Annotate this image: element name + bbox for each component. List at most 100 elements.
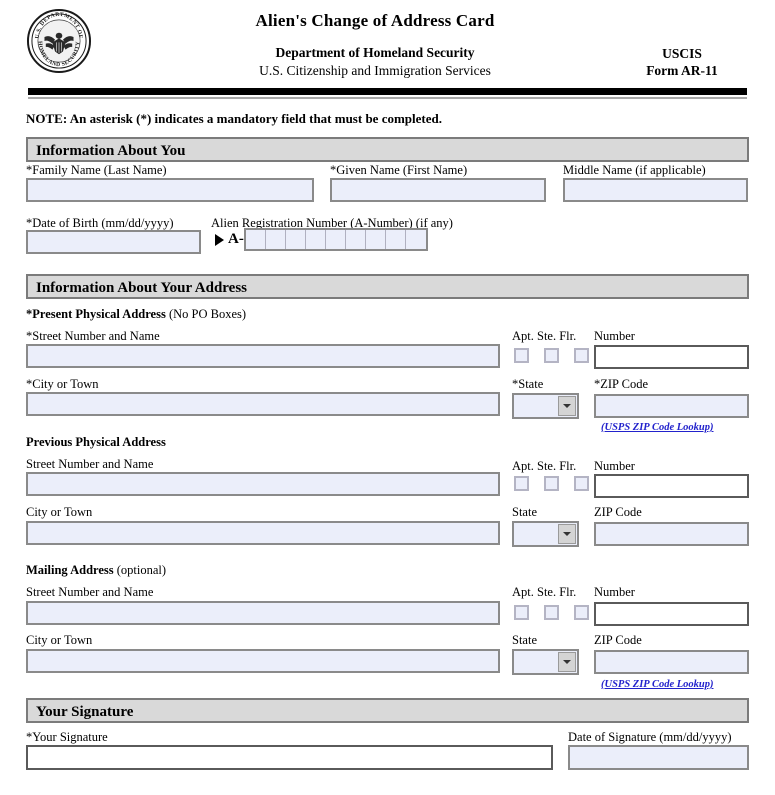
mailing-number-input[interactable]	[594, 602, 749, 626]
date-of-birth-input[interactable]	[26, 230, 201, 254]
mailing-aptstefrl-label: Apt. Ste. Flr.	[512, 585, 577, 599]
family-name-input[interactable]	[26, 178, 314, 202]
a-number-group: A-	[215, 228, 428, 251]
middle-name-label: Middle Name (if applicable)	[563, 163, 706, 177]
previous-city-input[interactable]	[26, 521, 500, 545]
previous-street-label: Street Number and Name	[26, 457, 154, 471]
mailing-street-input[interactable]	[26, 601, 500, 625]
present-address-heading: *Present Physical Address (No PO Boxes)	[26, 307, 246, 322]
previous-flr-checkbox[interactable]	[574, 476, 589, 491]
present-number-label: Number	[594, 329, 635, 343]
mailing-city-input[interactable]	[26, 649, 500, 673]
mailing-flr-checkbox[interactable]	[574, 605, 589, 620]
previous-apt-checkbox[interactable]	[514, 476, 529, 491]
section-header-signature: Your Signature	[26, 698, 749, 723]
mailing-state-select[interactable]	[512, 649, 579, 675]
agency-name: U.S. Citizenship and Immigration Service…	[259, 63, 491, 78]
previous-street-input[interactable]	[26, 472, 500, 496]
a-number-cell[interactable]	[326, 230, 346, 249]
a-number-input[interactable]	[243, 228, 428, 251]
a-number-cell[interactable]	[306, 230, 326, 249]
present-flr-checkbox[interactable]	[574, 348, 589, 363]
a-number-cell[interactable]	[406, 230, 426, 249]
mailing-aptstefrl-checkboxes	[514, 605, 589, 625]
mailing-address-heading: Mailing Address (optional)	[26, 563, 166, 578]
present-state-select[interactable]	[512, 393, 579, 419]
given-name-input[interactable]	[330, 178, 546, 202]
a-number-cell[interactable]	[246, 230, 266, 249]
a-number-cell[interactable]	[386, 230, 406, 249]
present-street-input[interactable]	[26, 344, 500, 368]
department-name: Department of Homeland Security	[275, 45, 475, 60]
present-zip-label: *ZIP Code	[594, 377, 649, 391]
form-identifier: USCIS Form AR-11	[617, 45, 747, 79]
middle-name-input[interactable]	[563, 178, 748, 202]
a-number-prefix: A-	[228, 231, 244, 247]
mailing-state-label: State	[512, 633, 537, 647]
present-zip-lookup-link[interactable]: (USPS ZIP Code Lookup)	[601, 422, 714, 433]
previous-zip-label: ZIP Code	[594, 505, 642, 519]
present-number-input[interactable]	[594, 345, 749, 369]
signature-date-input[interactable]	[568, 745, 749, 770]
present-aptstefrl-label: Apt. Ste. Flr.	[512, 329, 577, 343]
mailing-zip-label: ZIP Code	[594, 633, 642, 647]
previous-aptstefrl-checkboxes	[514, 476, 589, 496]
chevron-down-icon[interactable]	[558, 524, 576, 544]
previous-zip-input[interactable]	[594, 522, 749, 546]
previous-address-heading-bold: Previous Physical Address	[26, 435, 166, 449]
mailing-city-label: City or Town	[26, 633, 93, 647]
mailing-address-heading-note: (optional)	[113, 563, 167, 577]
signature-label: *Your Signature	[26, 730, 108, 744]
mailing-zip-input[interactable]	[594, 650, 749, 674]
previous-ste-checkbox[interactable]	[544, 476, 559, 491]
present-city-label: *City or Town	[26, 377, 99, 391]
present-aptstefrl-checkboxes	[514, 348, 589, 368]
a-number-cell[interactable]	[266, 230, 286, 249]
present-city-input[interactable]	[26, 392, 500, 416]
present-zip-input[interactable]	[594, 394, 749, 418]
mailing-ste-checkbox[interactable]	[544, 605, 559, 620]
a-number-label: Alien Registration Number (A-Number) (if…	[211, 216, 453, 230]
header-rule-thick	[28, 88, 747, 95]
present-ste-checkbox[interactable]	[544, 348, 559, 363]
signature-date-label: Date of Signature (mm/dd/yyyy)	[568, 730, 732, 744]
mailing-address-heading-bold: Mailing Address	[26, 563, 114, 577]
header-titles: Alien's Change of Address Card Departmen…	[150, 10, 600, 79]
mailing-apt-checkbox[interactable]	[514, 605, 529, 620]
a-number-cell[interactable]	[366, 230, 386, 249]
form-header: U.S. DEPARTMENT OF HOMELAND SECURITY	[0, 0, 775, 88]
mandatory-field-note: NOTE: An asterisk (*) indicates a mandat…	[26, 111, 442, 126]
header-rule-thin	[28, 97, 747, 99]
a-number-cell[interactable]	[286, 230, 306, 249]
family-name-label: *Family Name (Last Name)	[26, 163, 167, 177]
section-header-about-address: Information About Your Address	[26, 274, 749, 299]
page-title: Alien's Change of Address Card	[255, 11, 495, 30]
signature-input[interactable]	[26, 745, 553, 770]
present-address-heading-note: (No PO Boxes)	[165, 307, 247, 321]
mailing-zip-lookup-link[interactable]: (USPS ZIP Code Lookup)	[601, 679, 714, 690]
present-address-heading-bold: *Present Physical Address	[26, 307, 166, 321]
previous-state-label: State	[512, 505, 537, 519]
previous-city-label: City or Town	[26, 505, 93, 519]
dhs-seal-icon: U.S. DEPARTMENT OF HOMELAND SECURITY	[26, 8, 92, 74]
present-apt-checkbox[interactable]	[514, 348, 529, 363]
previous-address-heading: Previous Physical Address	[26, 435, 166, 450]
a-number-cell[interactable]	[346, 230, 366, 249]
chevron-down-icon[interactable]	[558, 396, 576, 416]
previous-number-label: Number	[594, 459, 635, 473]
section-header-about-you: Information About You	[26, 137, 749, 162]
pointer-triangle-icon	[215, 233, 224, 246]
previous-number-input[interactable]	[594, 474, 749, 498]
given-name-label: *Given Name (First Name)	[330, 163, 468, 177]
mailing-number-label: Number	[594, 585, 635, 599]
mailing-street-label: Street Number and Name	[26, 585, 154, 599]
agency-abbrev: USCIS	[662, 46, 702, 61]
date-of-birth-label: *Date of Birth (mm/dd/yyyy)	[26, 216, 174, 230]
previous-aptstefrl-label: Apt. Ste. Flr.	[512, 459, 577, 473]
present-state-label: *State	[512, 377, 544, 391]
form-number: Form AR-11	[646, 63, 718, 78]
chevron-down-icon[interactable]	[558, 652, 576, 672]
present-street-label: *Street Number and Name	[26, 329, 160, 343]
previous-state-select[interactable]	[512, 521, 579, 547]
